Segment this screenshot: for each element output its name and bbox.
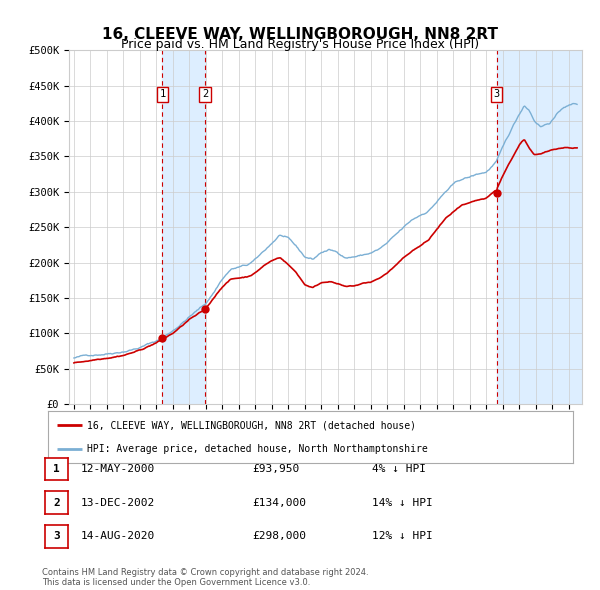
Bar [497,50,582,404]
Text: 3: 3 [493,90,500,99]
Text: £298,000: £298,000 [252,532,306,541]
Text: £93,950: £93,950 [252,464,299,474]
Text: Price paid vs. HM Land Registry's House Price Index (HPI): Price paid vs. HM Land Registry's House … [121,38,479,51]
Text: 16, CLEEVE WAY, WELLINGBOROUGH, NN8 2RT: 16, CLEEVE WAY, WELLINGBOROUGH, NN8 2RT [102,27,498,41]
Text: 12-MAY-2000: 12-MAY-2000 [81,464,155,474]
Text: Contains HM Land Registry data © Crown copyright and database right 2024.
This d: Contains HM Land Registry data © Crown c… [42,568,368,587]
Text: 12% ↓ HPI: 12% ↓ HPI [372,532,433,541]
Text: 14% ↓ HPI: 14% ↓ HPI [372,498,433,507]
Text: 13-DEC-2002: 13-DEC-2002 [81,498,155,507]
Text: 14-AUG-2020: 14-AUG-2020 [81,532,155,541]
Text: 2: 2 [53,498,60,507]
Bar [163,50,205,404]
Text: 16, CLEEVE WAY, WELLINGBOROUGH, NN8 2RT (detached house): 16, CLEEVE WAY, WELLINGBOROUGH, NN8 2RT … [88,420,416,430]
Text: 1: 1 [53,464,60,474]
Text: HPI: Average price, detached house, North Northamptonshire: HPI: Average price, detached house, Nort… [88,444,428,454]
Text: 2: 2 [202,90,208,99]
Text: £134,000: £134,000 [252,498,306,507]
Text: 4% ↓ HPI: 4% ↓ HPI [372,464,426,474]
Text: 1: 1 [159,90,166,99]
Text: 3: 3 [53,532,60,541]
